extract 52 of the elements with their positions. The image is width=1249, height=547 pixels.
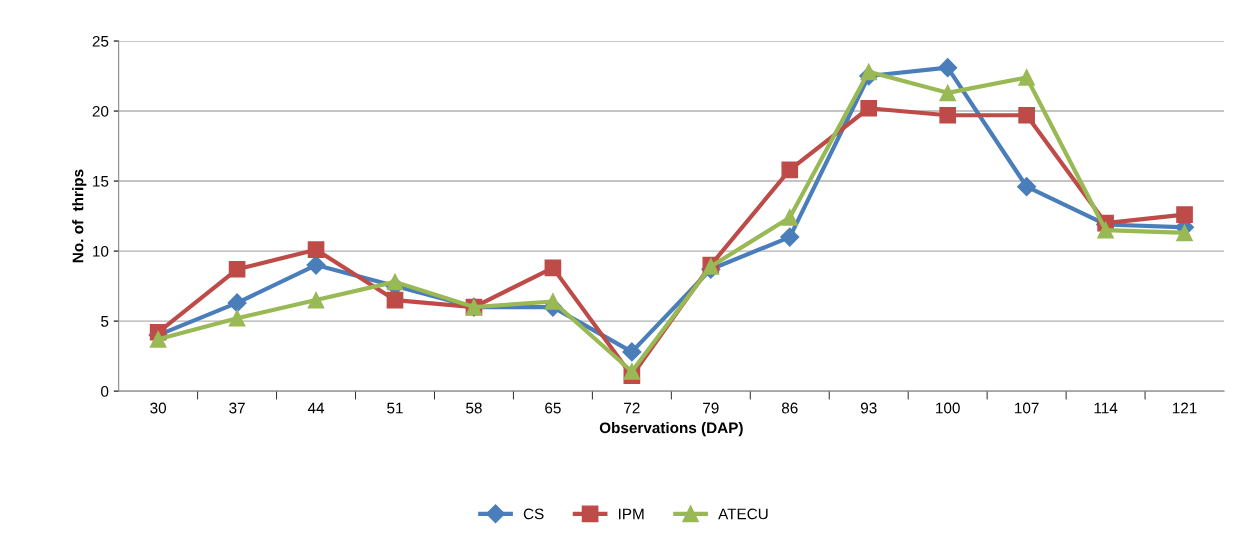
point bbox=[622, 342, 642, 362]
x-tick-label: 30 bbox=[150, 402, 167, 414]
point bbox=[306, 255, 326, 275]
point bbox=[228, 260, 246, 278]
x-tick-label: 72 bbox=[624, 402, 640, 414]
x-tick-label: 121 bbox=[1172, 402, 1197, 414]
point bbox=[386, 273, 404, 291]
y-tick-label: 5 bbox=[101, 316, 109, 327]
point bbox=[1176, 224, 1193, 242]
legend-label: ATECU bbox=[718, 508, 768, 520]
legend-label: CS bbox=[523, 508, 544, 520]
x-axis-title: Observations (DAP) bbox=[599, 422, 743, 437]
x-tick-label: 65 bbox=[545, 402, 561, 414]
point bbox=[228, 309, 246, 327]
point bbox=[307, 291, 325, 309]
point bbox=[938, 58, 958, 78]
y-tick-label: 10 bbox=[93, 245, 109, 257]
point bbox=[1018, 69, 1035, 86]
point bbox=[1017, 177, 1037, 197]
point bbox=[781, 209, 799, 226]
x-tick-label: 79 bbox=[703, 402, 719, 414]
y-tick-label: 0 bbox=[101, 385, 109, 397]
point bbox=[1097, 221, 1114, 239]
point bbox=[860, 63, 878, 81]
point bbox=[307, 241, 325, 259]
x-tick-label: 114 bbox=[1094, 402, 1118, 414]
point bbox=[939, 106, 957, 124]
x-tick-label: 107 bbox=[1015, 402, 1039, 414]
y-tick-label: 25 bbox=[92, 35, 109, 47]
x-tick-label: 100 bbox=[936, 402, 960, 414]
x-tick-label: 37 bbox=[229, 402, 245, 414]
y-axis-title: No. of thrips bbox=[72, 169, 87, 263]
x-tick-label: 44 bbox=[307, 402, 325, 414]
point bbox=[939, 84, 957, 102]
point bbox=[1176, 206, 1193, 223]
point bbox=[227, 293, 247, 313]
x-tick-label: 93 bbox=[860, 402, 877, 414]
x-tick-label: 51 bbox=[387, 402, 403, 414]
y-tick-label: 20 bbox=[92, 105, 109, 117]
x-tick-label: 58 bbox=[466, 402, 482, 414]
point bbox=[544, 293, 562, 310]
point bbox=[1018, 106, 1035, 124]
point bbox=[781, 161, 799, 179]
y-tick-label: 15 bbox=[93, 176, 109, 187]
point bbox=[386, 291, 404, 309]
point bbox=[860, 99, 878, 117]
point bbox=[544, 259, 562, 277]
point bbox=[149, 330, 167, 348]
point bbox=[780, 227, 800, 247]
point bbox=[623, 363, 641, 380]
legend-label: IPM bbox=[619, 508, 644, 520]
x-tick-label: 86 bbox=[781, 402, 798, 414]
